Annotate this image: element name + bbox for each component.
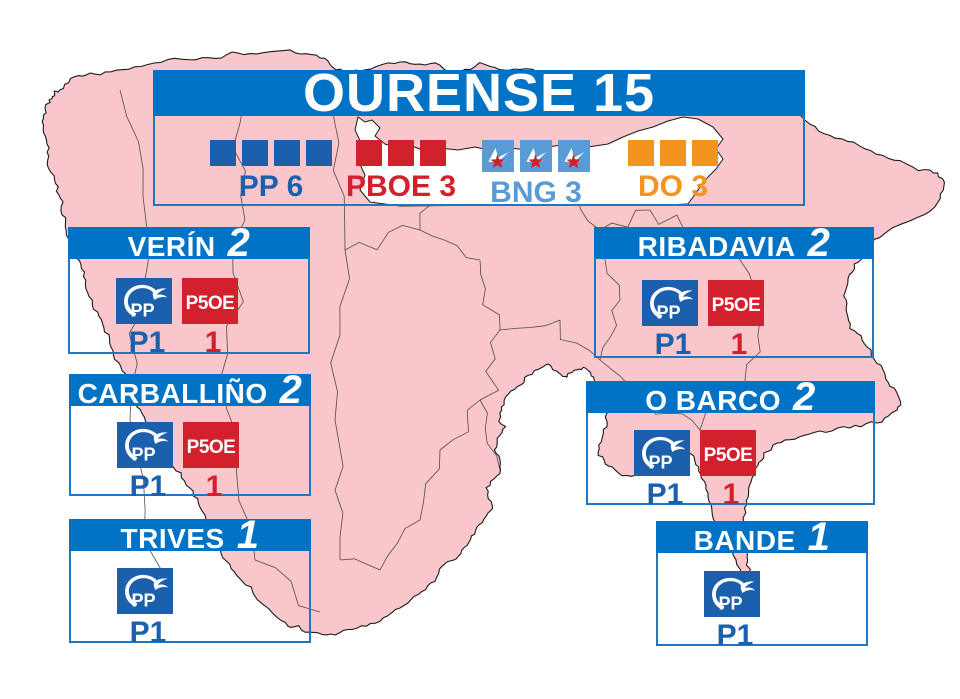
svg-text:PP: PP — [132, 445, 156, 464]
svg-text:PP: PP — [132, 591, 156, 610]
svg-text:PP: PP — [719, 593, 743, 612]
svg-text:PP: PP — [657, 302, 681, 321]
svg-text:PP: PP — [649, 453, 673, 472]
svg-text:PP: PP — [131, 300, 155, 319]
